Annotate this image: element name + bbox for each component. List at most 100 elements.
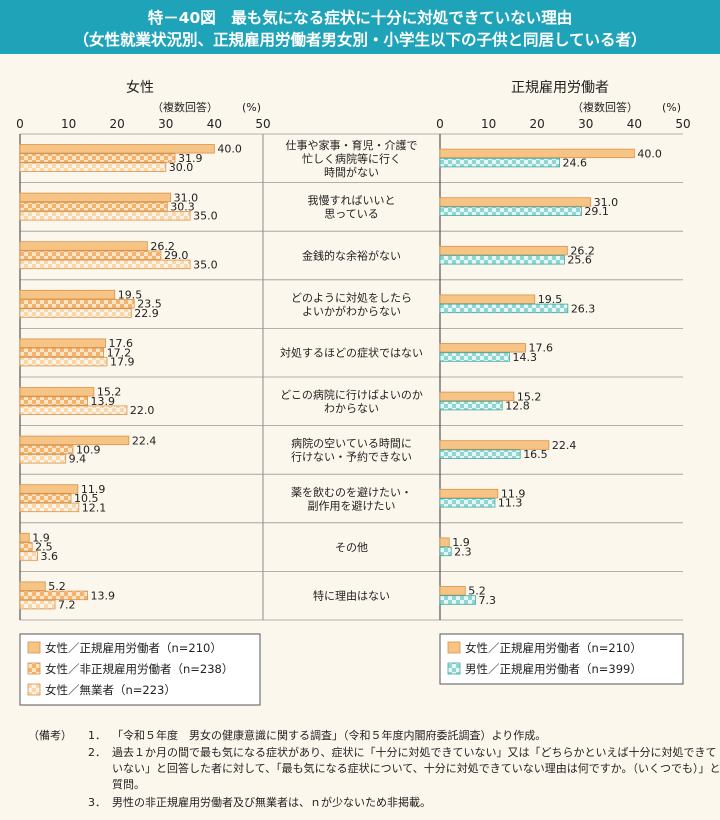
- left-legend-label: 女性／正規雇用労働者（n=210）: [45, 641, 222, 655]
- left-data-label: 19.5: [118, 289, 142, 302]
- right-bar: [439, 197, 592, 207]
- right-data-label: 7.3: [478, 594, 496, 607]
- right-bar: [439, 449, 521, 459]
- right-data-label: 26.3: [571, 302, 596, 315]
- left-bar: [19, 192, 172, 203]
- left-data-label: 1.9: [32, 532, 50, 545]
- right-bar: [439, 391, 515, 402]
- left-x-tick-label: 20: [110, 117, 125, 131]
- left-legend-swatch: [27, 641, 41, 654]
- right-data-label: 14.3: [512, 351, 537, 364]
- right-data-label: 31.0: [594, 196, 619, 209]
- category-label: どこの病院に行けばよいのか: [280, 388, 423, 402]
- right-data-label: 26.2: [570, 245, 595, 258]
- left-bar: [19, 493, 72, 503]
- right-data-label: 25.6: [567, 254, 592, 267]
- left-data-label: 11.9: [81, 483, 106, 496]
- right-x-tick-label: 20: [530, 117, 545, 131]
- left-bar: [19, 144, 215, 154]
- right-bar: [439, 488, 499, 499]
- left-data-label: 2.5: [35, 541, 53, 554]
- left-data-label: 10.5: [74, 492, 99, 505]
- right-data-label: 2.3: [454, 545, 472, 558]
- right-bar: [439, 440, 550, 450]
- right-data-label: 12.8: [505, 400, 530, 413]
- right-legend-label: 男性／正規雇用労働者（n=399）: [465, 662, 642, 676]
- figure-subtitle: （女性就業状況別、正規雇用労働者男女別・小学生以下の子供と同居している者）: [73, 31, 647, 49]
- notes: （備考） 1． 「令和５年度 男女の健康意識に関する調査」（令和５年度内閣府委託…: [28, 728, 720, 812]
- right-bar: [439, 206, 582, 216]
- right-legend-swatch: [447, 662, 461, 675]
- right-data-label: 16.5: [523, 448, 548, 461]
- left-data-label: 22.0: [130, 404, 155, 417]
- left-bar: [19, 444, 74, 455]
- left-bar: [19, 532, 30, 543]
- left-bar: [19, 590, 88, 601]
- right-bar: [439, 498, 496, 508]
- left-data-label: 31.0: [174, 191, 199, 204]
- note-2-num: 2．: [88, 746, 106, 759]
- left-data-label: 12.1: [82, 501, 107, 514]
- right-bar: [439, 255, 565, 265]
- left-bar: [19, 308, 132, 318]
- category-label: 病院の空いている時間に: [291, 436, 412, 450]
- left-data-label: 17.9: [110, 356, 135, 369]
- left-data-label: 40.0: [217, 143, 242, 156]
- left-data-label: 13.9: [91, 589, 116, 602]
- category-label: 特に理由はない: [313, 589, 390, 603]
- left-bar: [19, 162, 167, 172]
- left-data-label: 10.9: [76, 444, 101, 457]
- left-bar: [19, 454, 67, 464]
- category-label: 金銭的な余裕がない: [302, 249, 401, 263]
- left-legend-label: 女性／無業者（n=223）: [45, 683, 176, 697]
- right-bar: [439, 148, 635, 159]
- right-data-label: 17.6: [529, 342, 554, 355]
- category-label: どのように対処をしたら: [291, 290, 412, 304]
- left-bar: [19, 153, 176, 163]
- right-data-label: 1.9: [452, 536, 470, 549]
- note-1-num: 1．: [88, 729, 106, 742]
- left-legend-box: [19, 633, 261, 706]
- left-unit-label: (%): [242, 101, 261, 114]
- left-x-tick-label: 30: [158, 117, 173, 131]
- left-x-tick-label: 10: [61, 117, 76, 131]
- left-bar: [19, 299, 135, 309]
- left-data-label: 22.4: [132, 434, 157, 447]
- left-bar: [19, 201, 168, 212]
- note-3-num: 3．: [88, 796, 106, 809]
- right-bar: [439, 352, 510, 362]
- category-label: わからない: [324, 402, 379, 415]
- left-data-label: 29.0: [164, 249, 189, 262]
- note-3-text: 男性の非正規雇用労働者及び無業者は、ｎが少ないため非掲載。: [112, 796, 431, 809]
- category-label: 我慢すればいいと: [308, 194, 396, 207]
- left-legend-swatch: [27, 662, 41, 675]
- note-1-text: 「令和５年度 男女の健康意識に関する調査」（令和５年度内閣府委託調査）より作成。: [112, 729, 547, 742]
- left-data-label: 17.6: [109, 337, 134, 350]
- right-x-tick-label: 0: [436, 117, 444, 131]
- right-bar: [439, 595, 476, 605]
- left-data-label: 26.2: [150, 240, 175, 253]
- left-data-label: 5.2: [48, 580, 66, 593]
- right-data-label: 11.9: [501, 488, 525, 501]
- bar-chart: 女性 （複数回答） (%) 0 10 20 30 40 50 40.0 31.0 26.2 19.5 17…: [16, 79, 691, 706]
- left-data-label: 31.9: [178, 152, 203, 165]
- category-label: その他: [335, 541, 368, 554]
- right-bar: [439, 245, 568, 256]
- right-data-label: 24.6: [563, 157, 588, 170]
- left-bar: [19, 435, 130, 446]
- right-x-tick-label: 50: [675, 117, 690, 131]
- category-label: 薬を飲むのを避けたい・: [291, 485, 412, 499]
- right-x-tick-label: 40: [627, 117, 642, 131]
- left-legend-swatch: [27, 683, 41, 696]
- left-bar: [19, 250, 162, 260]
- category-label: 時間がない: [324, 165, 379, 179]
- left-bar: [19, 289, 116, 300]
- right-legend-swatch: [447, 641, 461, 654]
- left-bar: [19, 405, 128, 415]
- left-bar: [19, 581, 46, 591]
- figure-title: 特－40図 最も気になる症状に十分に対処できていない理由: [147, 9, 573, 27]
- right-unit-label: (%): [662, 101, 681, 114]
- left-bar: [19, 502, 80, 513]
- left-bar: [19, 396, 88, 406]
- left-data-label: 30.0: [169, 161, 194, 174]
